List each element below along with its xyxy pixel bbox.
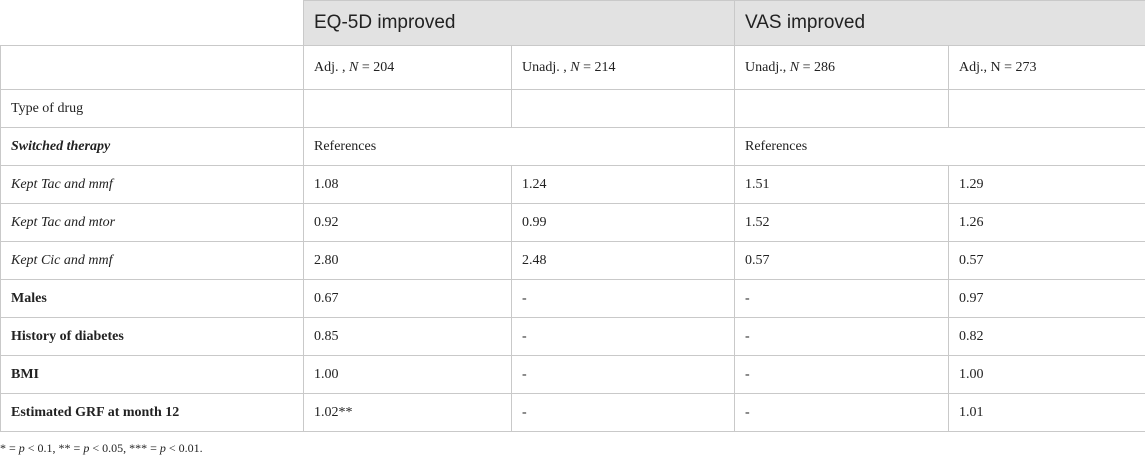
row-label: BMI (0, 355, 304, 394)
value-cell: 1.24 (511, 165, 735, 204)
table-row: Estimated GRF at month 12 1.02** - -1.01 (0, 393, 1145, 432)
subheader-n: N (789, 59, 800, 75)
value-cell: - (511, 393, 735, 432)
value-cell: 1.01 (948, 393, 1145, 432)
value-cell: 0.82 (948, 317, 1145, 356)
footnote-part: p (18, 441, 25, 455)
subheader-cell: Unadj. , N = 214 (511, 45, 735, 90)
row-label: Kept Tac and mmf (0, 165, 304, 204)
value-cell: 1.51 (734, 165, 949, 204)
value-cell: - (511, 279, 735, 318)
footnote-part: < 0.01. (165, 441, 203, 455)
value-cell (511, 89, 735, 128)
value-cell: 0.57 (948, 241, 1145, 280)
value-cell: - (734, 317, 949, 356)
value-cell: 1.29 (948, 165, 1145, 204)
value-cell (303, 89, 512, 128)
value-cell: References (303, 127, 735, 166)
table-row: Switched therapy References References (0, 127, 1145, 166)
footnote: * = p < 0.1, ** = p < 0.05, *** = p < 0.… (0, 441, 203, 456)
subheader-count: = 286 (799, 59, 835, 75)
value-cell: References (734, 127, 1145, 166)
value-cell (734, 89, 949, 128)
subheader-n: N (349, 59, 359, 75)
value-cell: 1.02** (303, 393, 512, 432)
value-cell: - (511, 355, 735, 394)
value-cell: - (734, 279, 949, 318)
subheader-cell: Adj. , N = 204 (303, 45, 512, 90)
value-cell: 1.26 (948, 203, 1145, 242)
row-label: Type of drug (0, 89, 304, 128)
value-cell: 0.57 (734, 241, 949, 280)
corner-cell (0, 0, 304, 46)
table-row: Kept Tac and mtor 0.92 0.99 1.52 1.26 (0, 203, 1145, 242)
subheader-cell: Unadj., N = 286 (734, 45, 949, 90)
value-cell: 1.00 (303, 355, 512, 394)
subheader-cell: Adj., N = 273 (948, 45, 1145, 90)
row-label: Males (0, 279, 304, 318)
subheader-count: = 214 (579, 59, 616, 75)
subheader-row: Adj. , N = 204 Unadj. , N = 214 Unadj., N … (0, 45, 1145, 90)
group-header-eq5d: EQ-5D improved (303, 0, 735, 46)
table-row: BMI 1.00- -1.00 (0, 355, 1145, 394)
group-header-vas: VAS improved (734, 0, 1145, 46)
subheader-prefix: Adj. , (314, 59, 349, 75)
table-row: History of diabetes 0.85- -0.82 (0, 317, 1145, 356)
value-cell: 0.99 (511, 203, 735, 242)
value-cell: 1.08 (303, 165, 512, 204)
value-cell (948, 89, 1145, 128)
table-row: Kept Cic and mmf 2.80 2.48 0.57 0.57 (0, 241, 1145, 280)
value-cell: 0.97 (948, 279, 1145, 318)
value-cell: 0.92 (303, 203, 512, 242)
row-label: Kept Cic and mmf (0, 241, 304, 280)
subheader-blank (0, 45, 304, 90)
subheader-count: = 204 (358, 59, 395, 75)
value-cell: - (734, 355, 949, 394)
footnote-part: p (159, 441, 166, 455)
value-cell: 1.52 (734, 203, 949, 242)
footnote-part: * = (0, 441, 19, 455)
value-cell: 0.67 (303, 279, 512, 318)
row-label: Kept Tac and mtor (0, 203, 304, 242)
value-cell: 2.80 (303, 241, 512, 280)
footnote-part: p (83, 441, 90, 455)
footnote-part: < 0.05, *** = (89, 441, 160, 455)
footnote-part: < 0.1, ** = (24, 441, 84, 455)
table-row: Kept Tac and mmf 1.08 1.24 1.51 1.29 (0, 165, 1145, 204)
row-label: Estimated GRF at month 12 (0, 393, 304, 432)
value-cell: - (734, 393, 949, 432)
group-header-row: EQ-5D improved VAS improved (0, 0, 1145, 46)
row-label: History of diabetes (0, 317, 304, 356)
row-label: Switched therapy (0, 127, 304, 166)
subheader-n: N (570, 59, 580, 75)
value-cell: 2.48 (511, 241, 735, 280)
value-cell: 0.85 (303, 317, 512, 356)
value-cell: - (511, 317, 735, 356)
table-row: Type of drug (0, 89, 1145, 128)
subheader-prefix: Unadj. , (522, 59, 571, 75)
subheader-prefix: Unadj., (745, 59, 790, 75)
subheader-prefix: Adj., N = 273 (959, 59, 1037, 75)
table-row: Males 0.67- -0.97 (0, 279, 1145, 318)
value-cell: 1.00 (948, 355, 1145, 394)
results-table: EQ-5D improved VAS improved Adj. , N = 2… (0, 0, 1145, 432)
